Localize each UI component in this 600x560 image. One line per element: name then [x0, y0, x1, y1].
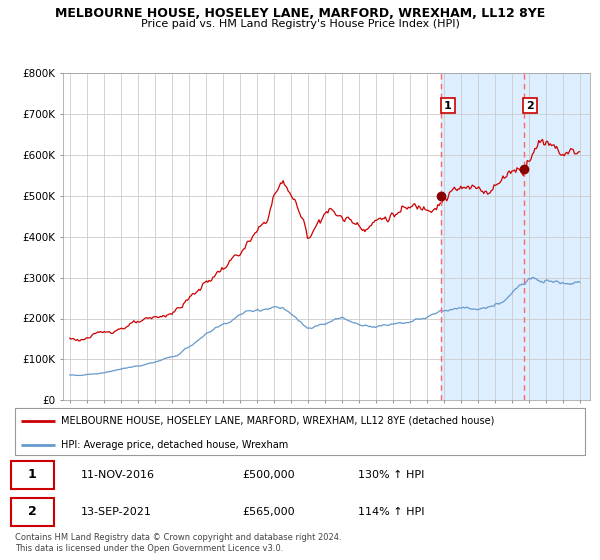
Text: 13-SEP-2021: 13-SEP-2021: [81, 507, 152, 517]
FancyBboxPatch shape: [11, 460, 54, 488]
Text: £500,000: £500,000: [242, 470, 295, 479]
Text: 1: 1: [28, 468, 37, 481]
FancyBboxPatch shape: [15, 408, 585, 455]
Text: 2: 2: [28, 505, 37, 518]
Text: Contains HM Land Registry data © Crown copyright and database right 2024.
This d: Contains HM Land Registry data © Crown c…: [15, 533, 341, 553]
Text: Price paid vs. HM Land Registry's House Price Index (HPI): Price paid vs. HM Land Registry's House …: [140, 19, 460, 29]
Text: 1: 1: [444, 101, 452, 110]
Text: 2: 2: [526, 101, 534, 110]
Text: 11-NOV-2016: 11-NOV-2016: [81, 470, 155, 479]
Bar: [442, 73, 590, 400]
FancyBboxPatch shape: [11, 498, 54, 526]
Text: HPI: Average price, detached house, Wrexham: HPI: Average price, detached house, Wrex…: [61, 440, 288, 450]
Text: MELBOURNE HOUSE, HOSELEY LANE, MARFORD, WREXHAM, LL12 8YE: MELBOURNE HOUSE, HOSELEY LANE, MARFORD, …: [55, 7, 545, 20]
Text: £565,000: £565,000: [242, 507, 295, 517]
Text: 130% ↑ HPI: 130% ↑ HPI: [358, 470, 424, 479]
Text: 114% ↑ HPI: 114% ↑ HPI: [358, 507, 424, 517]
Text: MELBOURNE HOUSE, HOSELEY LANE, MARFORD, WREXHAM, LL12 8YE (detached house): MELBOURNE HOUSE, HOSELEY LANE, MARFORD, …: [61, 416, 494, 426]
